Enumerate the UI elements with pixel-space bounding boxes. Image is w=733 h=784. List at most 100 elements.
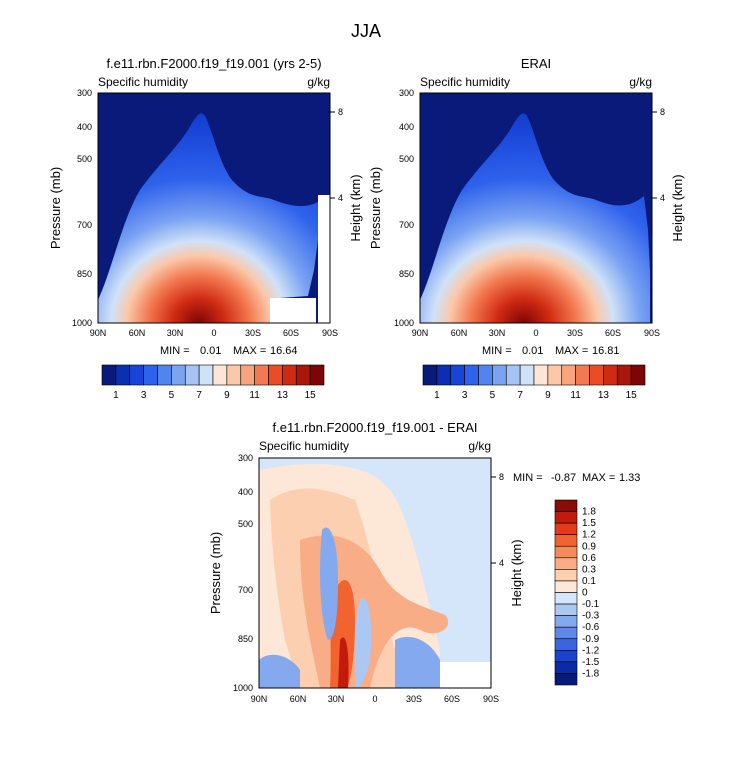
y-axis-right-label: Height (km) [670, 174, 685, 241]
colorbar-label: -0.3 [582, 611, 600, 622]
colorbar-label: -1.5 [582, 657, 600, 668]
y-axis-right-label: Height (km) [348, 174, 363, 241]
x-tick: 30S [406, 694, 422, 704]
colorbar-swatch [554, 569, 578, 582]
colorbar-label: 0.9 [582, 541, 596, 552]
y-tick: 300 [399, 88, 414, 98]
colorbar-label: -0.1 [582, 599, 600, 610]
colorbar-swatch [554, 626, 578, 640]
colorbar-swatch [464, 364, 479, 386]
x-tick: 30S [567, 328, 583, 338]
min-label: MIN = [513, 472, 543, 484]
x-ticks: 90N 60N 30N 0 30S 60S 90S [90, 328, 338, 338]
y-tick: 300 [238, 453, 253, 463]
colorbar-swatch [198, 364, 214, 386]
x-tick: 30N [167, 328, 184, 338]
colorbar-label: 15 [626, 390, 638, 401]
colorbar-swatch [212, 364, 228, 386]
colorbar-swatch [554, 545, 578, 559]
colorbar: 1 3 5 7 9 11 13 15 [101, 364, 325, 401]
colorbar-label: 9 [224, 390, 230, 401]
y-tick: 700 [238, 585, 253, 595]
y-axis-label: Pressure (mb) [208, 532, 223, 614]
colorbar-swatch [554, 673, 578, 686]
colorbar-swatch [450, 364, 465, 386]
colorbar-swatch [436, 364, 452, 386]
x-tick: 90S [483, 694, 499, 704]
height-tick: 4 [338, 193, 343, 203]
y-axis-right-label: Height (km) [509, 539, 524, 606]
colorbar-swatch [603, 364, 618, 386]
colorbar-label: 13 [598, 390, 610, 401]
height-tick: 4 [499, 558, 504, 568]
colorbar-swatch [554, 661, 578, 674]
colorbar-label: 5 [169, 390, 175, 401]
colorbar-swatch [554, 499, 578, 512]
y-tick: 850 [77, 269, 92, 279]
y-tick: 500 [399, 154, 414, 164]
colorbar-swatch [519, 364, 535, 386]
y-tick: 1000 [394, 318, 414, 328]
colorbar-swatch [295, 364, 311, 386]
y-tick: 1000 [233, 683, 253, 693]
x-tick: 90N [412, 328, 429, 338]
y-tick: 700 [77, 220, 92, 230]
panel-title: f.e11.rbn.F2000.f19_f19.001 - ERAI [272, 420, 477, 435]
x-tick: 0 [533, 328, 538, 338]
min-label: MIN = [160, 345, 190, 357]
y-axis-label: Pressure (mb) [368, 167, 383, 249]
colorbar-swatch [554, 603, 578, 616]
colorbar-swatch [268, 364, 283, 386]
x-tick: 90N [90, 328, 107, 338]
colorbar: 1 3 5 7 9 11 13 15 [422, 364, 646, 401]
colorbar-swatch [171, 364, 186, 386]
x-tick: 30N [489, 328, 506, 338]
colorbar-swatch [554, 592, 578, 605]
min-value: 0.01 [522, 345, 543, 357]
colorbar-swatch [309, 364, 325, 386]
colorbar-swatch [561, 364, 576, 386]
colorbar-swatch [554, 615, 578, 628]
height-tick: 8 [338, 107, 343, 117]
colorbar: 1.81.51.20.90.60.30.10-0.1-0.3-0.6-0.9-1… [554, 499, 600, 686]
y-tick: 400 [77, 122, 92, 132]
x-tick: 0 [372, 694, 377, 704]
height-tick: 4 [660, 193, 665, 203]
colorbar-swatch [143, 364, 158, 386]
colorbar-label: 1.5 [582, 518, 596, 529]
colorbar-label: 13 [277, 390, 289, 401]
units-label: g/kg [629, 75, 652, 89]
height-tick: 8 [499, 472, 504, 482]
x-tick: 90N [251, 694, 268, 704]
x-tick: 60N [451, 328, 468, 338]
x-tick: 90S [644, 328, 660, 338]
colorbar-label: 1.8 [582, 507, 596, 518]
x-tick: 60S [605, 328, 621, 338]
colorbar-label: 3 [141, 390, 147, 401]
y-tick: 500 [77, 154, 92, 164]
colorbar-label: 7 [196, 390, 202, 401]
colorbar-swatch [554, 557, 578, 570]
y-tick: 1000 [72, 318, 92, 328]
panel-title: f.e11.rbn.F2000.f19_f19.001 (yrs 2-5) [106, 56, 321, 71]
y-tick: 700 [399, 220, 414, 230]
panel-difference: f.e11.rbn.F2000.f19_f19.001 - ERAI Speci… [208, 420, 640, 704]
y-tick: 400 [238, 487, 253, 497]
figure-title: JJA [351, 21, 381, 41]
colorbar-label: 9 [545, 390, 551, 401]
max-value: 16.81 [592, 345, 620, 357]
colorbar-swatch [554, 511, 578, 524]
colorbar-label: -0.9 [582, 634, 600, 645]
colorbar-label: 1 [434, 390, 440, 401]
x-tick: 60N [129, 328, 146, 338]
colorbar-label: 7 [517, 390, 523, 401]
colorbar-label: -0.6 [582, 622, 600, 633]
colorbar-swatch [589, 364, 604, 386]
max-label: MAX = [582, 472, 615, 484]
colorbar-swatch [554, 638, 578, 651]
colorbar-swatch [101, 364, 117, 386]
y-axis-label: Pressure (mb) [48, 167, 63, 249]
colorbar-swatch [575, 364, 590, 386]
units-label: g/kg [307, 75, 330, 89]
colorbar-swatch [554, 534, 578, 547]
